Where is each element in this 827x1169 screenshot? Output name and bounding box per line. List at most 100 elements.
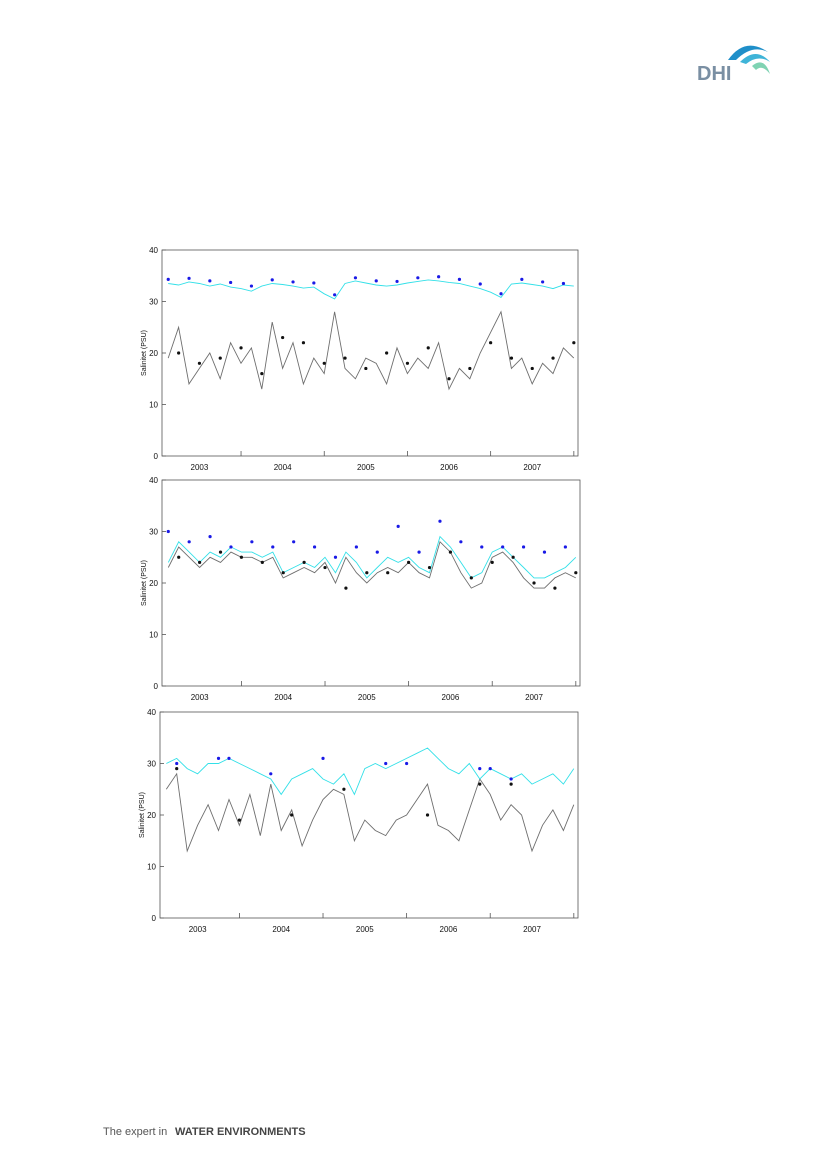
y-tick-label: 10: [149, 401, 158, 410]
data-point: [187, 540, 191, 544]
y-tick-label: 0: [154, 682, 159, 691]
x-tick-label: 2005: [357, 463, 375, 472]
x-tick-label: 2003: [191, 693, 209, 702]
data-point: [353, 276, 358, 280]
data-point: [177, 351, 181, 355]
data-point: [301, 341, 306, 345]
plot-frame: [159, 711, 579, 919]
series-line: [166, 747, 575, 796]
y-tick-label: 10: [149, 631, 158, 640]
data-point: [260, 372, 264, 376]
data-point: [405, 761, 409, 766]
x-tick-label: 2004: [274, 693, 292, 702]
data-point: [457, 277, 462, 281]
series-line: [165, 772, 575, 853]
data-point: [407, 560, 411, 565]
data-point: [312, 281, 316, 285]
data-point: [511, 555, 515, 559]
data-point: [417, 550, 421, 554]
data-point: [520, 277, 524, 281]
data-point: [290, 813, 294, 817]
series-line: [167, 540, 577, 589]
data-point: [343, 356, 347, 360]
y-tick-label: 10: [147, 863, 156, 872]
data-point: [375, 550, 379, 554]
data-point: [291, 280, 295, 284]
series-line: [167, 310, 575, 391]
x-tick-label: 2005: [356, 925, 374, 934]
y-tick-label: 40: [149, 476, 158, 485]
series-line: [167, 535, 577, 579]
y-axis-label: Salinitet (PSU): [141, 560, 148, 606]
data-point: [395, 279, 399, 284]
data-point: [281, 335, 285, 340]
data-point: [229, 545, 233, 549]
y-tick-label: 40: [149, 246, 158, 255]
data-point: [459, 540, 463, 544]
data-point: [312, 545, 317, 549]
data-point: [237, 818, 242, 822]
plot-frame: [161, 249, 579, 457]
y-tick-label: 20: [149, 349, 158, 358]
data-point: [344, 586, 348, 590]
data-point: [271, 545, 275, 549]
data-point: [563, 545, 567, 549]
data-point: [374, 279, 378, 283]
series-line: [168, 279, 574, 300]
data-point: [323, 565, 327, 570]
x-tick-label: 2007: [523, 925, 541, 934]
x-tick-label: 2005: [358, 693, 376, 702]
x-tick-label: 2003: [191, 463, 209, 472]
data-point: [499, 292, 503, 296]
data-point: [187, 276, 191, 280]
data-point: [321, 756, 325, 760]
data-point: [542, 550, 547, 554]
data-point: [541, 280, 545, 284]
y-tick-label: 30: [149, 298, 158, 307]
data-point: [426, 346, 430, 350]
data-point: [229, 280, 233, 285]
data-point: [478, 282, 482, 286]
data-point: [333, 555, 338, 559]
y-tick-label: 30: [149, 528, 158, 537]
data-point: [270, 278, 274, 282]
data-point: [574, 571, 578, 575]
data-point: [269, 772, 273, 776]
data-point: [218, 550, 223, 554]
data-point: [572, 341, 576, 345]
footer-lead: The expert in: [103, 1126, 167, 1138]
data-point: [386, 571, 390, 575]
logo-mark: [728, 45, 770, 74]
data-point: [509, 782, 513, 786]
y-tick-label: 0: [154, 452, 159, 461]
data-point: [198, 560, 202, 565]
y-axis-label: Salinitet (PSU): [141, 330, 148, 376]
data-point: [530, 366, 534, 371]
data-point: [208, 535, 212, 539]
data-point: [166, 529, 170, 534]
data-point: [292, 540, 296, 544]
data-point: [480, 545, 484, 549]
data-point: [561, 281, 566, 286]
data-point: [384, 761, 388, 766]
data-point: [342, 787, 346, 791]
footer-strong: WATER ENVIRONMENTS: [175, 1126, 306, 1138]
data-point: [447, 377, 451, 381]
data-point: [509, 356, 514, 360]
x-tick-label: 2006: [440, 925, 458, 934]
x-tick-label: 2004: [274, 463, 292, 472]
x-tick-label: 2006: [440, 463, 458, 472]
data-point: [427, 565, 432, 570]
data-point: [438, 519, 442, 523]
data-point: [281, 571, 285, 575]
data-point: [469, 576, 473, 580]
data-point: [490, 560, 494, 565]
x-tick-label: 2007: [523, 463, 541, 472]
data-point: [489, 341, 493, 345]
data-point: [448, 550, 453, 554]
y-tick-label: 20: [149, 579, 158, 588]
data-point: [468, 366, 472, 371]
y-tick-label: 0: [152, 914, 157, 923]
